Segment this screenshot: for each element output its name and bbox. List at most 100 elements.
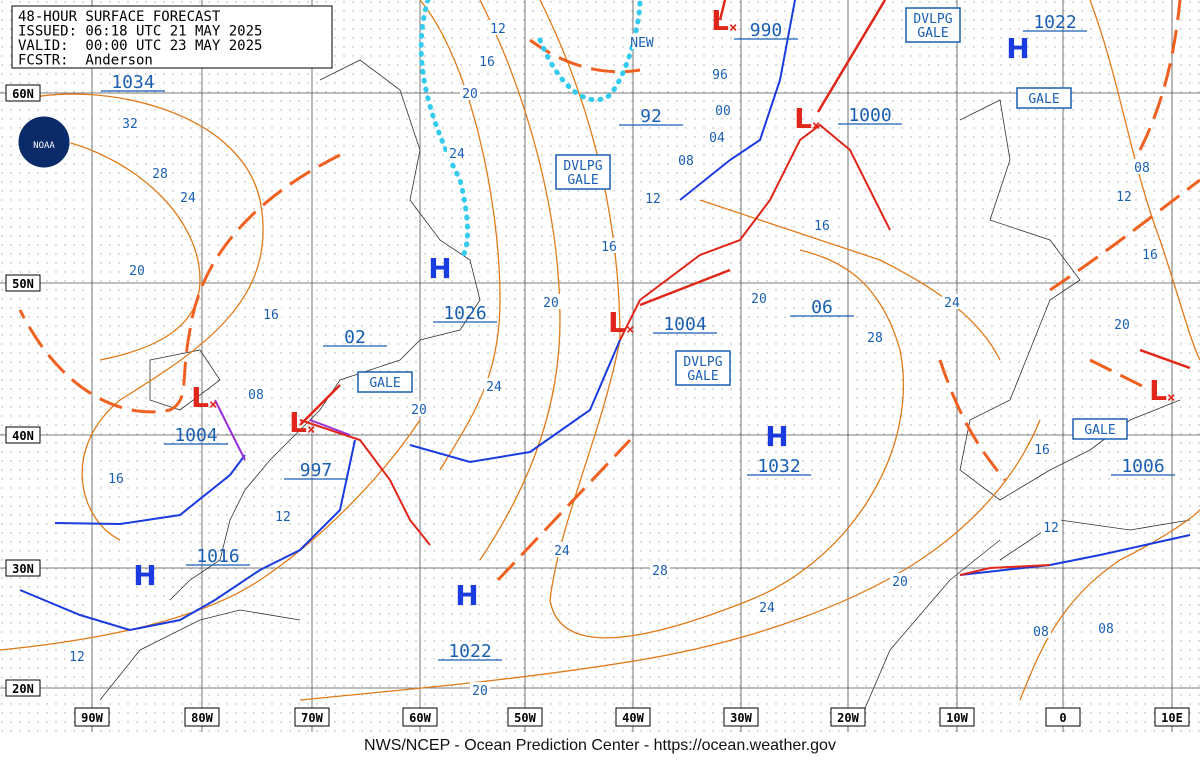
latitude-box: [5, 426, 41, 444]
logo-text: NOAA: [33, 141, 55, 151]
isobar-label: 16: [1142, 248, 1158, 263]
isobar-label-bg: [865, 329, 885, 344]
isobar-label: 08: [678, 154, 694, 169]
isobar-label: 16: [108, 472, 124, 487]
warning-box: [1072, 418, 1128, 440]
warning-box: [555, 154, 611, 190]
longitude-box: [723, 707, 759, 727]
center-symbol: H: [428, 252, 451, 285]
isobar-label-bg: [707, 129, 727, 144]
isobar-label-bg: [460, 85, 480, 100]
isobar-label-bg: [447, 145, 467, 160]
longitude-label: 50W: [514, 711, 536, 725]
center-pressure: 1004: [174, 425, 217, 446]
center-symbol: H: [455, 579, 478, 612]
longitude-box: [1045, 707, 1081, 727]
warning-text: GALE: [1028, 92, 1059, 107]
isobar-label: 08: [1033, 625, 1049, 640]
isobar-label: 28: [152, 167, 168, 182]
pressure-label: 06: [811, 297, 833, 318]
map-background: [0, 0, 1200, 732]
isobar-label: 16: [479, 55, 495, 70]
isobar-label: 20: [411, 403, 427, 418]
warning-box: [1016, 87, 1072, 109]
isobar-label: 24: [486, 380, 502, 395]
isobar-label-bg: [1032, 441, 1052, 456]
isobar-label-bg: [1031, 623, 1051, 638]
warning-text: DVLPG: [563, 159, 602, 174]
isobar-label-bg: [812, 217, 832, 232]
isobar-label-bg: [713, 102, 733, 117]
isobar-label-bg: [477, 53, 497, 68]
isobar-label-bg: [541, 294, 561, 309]
isobar-label-bg: [552, 542, 572, 557]
longitude-box: [402, 707, 438, 727]
isobar-label: 12: [69, 650, 85, 665]
center-pressure: 1022: [1033, 12, 1076, 33]
longitude-label: 80W: [191, 711, 213, 725]
isobar-label: 12: [1043, 521, 1059, 536]
center-pressure: 1000: [848, 105, 891, 126]
pressure-label: 92: [640, 106, 662, 127]
isobar-label: 08: [248, 388, 264, 403]
header-line: 48-HOUR SURFACE FORECAST: [18, 9, 221, 25]
isobar-label-bg: [650, 562, 670, 577]
isobar-label-bg: [599, 238, 619, 253]
isobars: [0, 0, 1200, 701]
latitude-label: 50N: [12, 277, 34, 291]
isobar-label-bg: [757, 599, 777, 614]
isobar-label: 20: [1114, 318, 1130, 333]
pressure-label: 02: [344, 327, 366, 348]
isobar-label: 16: [1034, 443, 1050, 458]
center-symbol: H: [133, 559, 156, 592]
isobar-label: 12: [1116, 190, 1132, 205]
longitude-label: 60W: [409, 711, 431, 725]
isobar-label: 32: [122, 117, 138, 132]
warning-text: GALE: [1084, 423, 1115, 438]
isobar-label: 28: [652, 564, 668, 579]
isobar-label: 24: [180, 191, 196, 206]
longitude-label: 40W: [622, 711, 644, 725]
longitude-label: 10W: [946, 711, 968, 725]
header-line: VALID: 00:00 UTC 23 MAY 2025: [18, 38, 262, 54]
longitude-label: 20W: [837, 711, 859, 725]
center-symbol: L: [191, 381, 209, 414]
latitude-label: 40N: [12, 429, 34, 443]
center-x: ×: [729, 20, 737, 36]
footer: NWS/NCEP - Ocean Prediction Center - htt…: [364, 737, 836, 754]
header-line: ISSUED: 06:18 UTC 21 MAY 2025: [18, 24, 262, 40]
longitude-label: 10E: [1161, 711, 1183, 725]
longitude-box: [939, 707, 975, 727]
isobar-label: 16: [601, 240, 617, 255]
center-x: ×: [626, 322, 634, 338]
isobar-label-bg: [1140, 246, 1160, 261]
isobar-label: 00: [715, 104, 731, 119]
center-symbol: L: [711, 4, 729, 37]
isobar-label: 20: [543, 296, 559, 311]
warning-text: DVLPG: [913, 12, 952, 27]
latitude-box: [5, 559, 41, 577]
warning-text: GALE: [917, 26, 948, 41]
isobar-label: 24: [759, 601, 775, 616]
isobar-label: 20: [472, 684, 488, 699]
grid: [0, 0, 1200, 732]
isobar-label-bg: [643, 190, 663, 205]
fronts: [18, 0, 1200, 632]
warning-text: GALE: [567, 173, 598, 188]
isobar-label: 12: [490, 22, 506, 37]
center-pressure: 1004: [663, 314, 706, 335]
isobar-label: 04: [709, 131, 725, 146]
isobar-label: 96: [712, 68, 728, 83]
isobar-label-bg: [1112, 316, 1132, 331]
warning-text: GALE: [369, 376, 400, 391]
isobar-label-bg: [632, 34, 652, 49]
isobar-label-bg: [1041, 519, 1061, 534]
warning-box: [357, 371, 413, 393]
isobar-label-bg: [942, 294, 962, 309]
longitude-box: [507, 707, 543, 727]
isobar-label: 08: [1098, 622, 1114, 637]
isobar-label: 16: [263, 308, 279, 323]
latitude-box: [5, 84, 41, 102]
center-pressure: 1022: [448, 641, 491, 662]
